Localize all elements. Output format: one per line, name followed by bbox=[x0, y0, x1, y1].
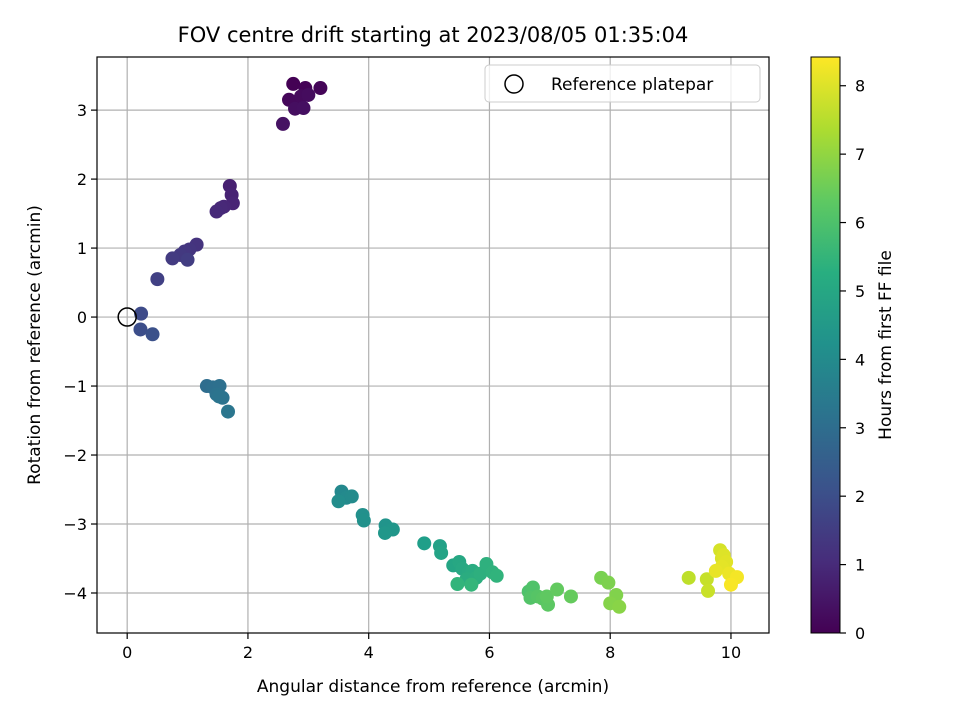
y-tick-label: −2 bbox=[63, 446, 87, 465]
data-point bbox=[145, 327, 160, 342]
legend-marker-icon bbox=[504, 74, 524, 94]
data-point bbox=[165, 251, 180, 266]
data-points bbox=[133, 76, 744, 614]
y-tick-label: −4 bbox=[63, 584, 87, 603]
data-point bbox=[209, 204, 224, 219]
data-point bbox=[701, 583, 716, 598]
data-point bbox=[550, 582, 565, 597]
y-tick-label: 3 bbox=[77, 101, 87, 120]
legend-box bbox=[484, 64, 761, 103]
data-point bbox=[612, 599, 627, 614]
colorbar-gradient bbox=[810, 56, 841, 634]
data-point bbox=[450, 577, 465, 592]
colorbar-tick-label: 3 bbox=[855, 419, 865, 438]
data-point bbox=[699, 572, 714, 587]
y-axis: −4 −3 −2 −1 0 1 2 3 bbox=[63, 101, 97, 603]
y-tick-label: −3 bbox=[63, 515, 87, 534]
data-point bbox=[601, 575, 616, 590]
colorbar-ticks: 0 1 2 3 4 5 6 7 8 bbox=[840, 77, 865, 643]
x-tick-label: 10 bbox=[721, 643, 741, 662]
colorbar-label: Hours from first FF file bbox=[876, 250, 896, 440]
data-point bbox=[133, 322, 148, 337]
y-tick-label: 1 bbox=[77, 239, 87, 258]
plot-area bbox=[97, 57, 769, 633]
data-point bbox=[563, 589, 578, 604]
colorbar-tick-label: 8 bbox=[855, 77, 865, 96]
data-point bbox=[301, 87, 316, 102]
x-tick-label: 4 bbox=[364, 643, 374, 662]
data-point bbox=[344, 489, 359, 504]
data-point bbox=[356, 513, 371, 528]
y-axis-label: Rotation from reference (arcmin) bbox=[25, 205, 45, 485]
data-point bbox=[180, 252, 195, 267]
data-point bbox=[489, 568, 504, 583]
data-point bbox=[723, 577, 738, 592]
colorbar: 0 1 2 3 4 5 6 7 8 Hours from first FF file bbox=[810, 56, 896, 643]
data-point bbox=[378, 525, 392, 540]
data-point bbox=[286, 76, 301, 91]
data-point bbox=[464, 577, 479, 592]
data-point bbox=[134, 306, 149, 321]
data-point bbox=[211, 389, 226, 404]
data-point bbox=[150, 272, 165, 287]
data-point bbox=[275, 116, 290, 131]
grid-lines bbox=[97, 57, 769, 633]
x-tick-label: 8 bbox=[605, 643, 615, 662]
data-point bbox=[434, 545, 449, 560]
x-tick-label: 6 bbox=[484, 643, 494, 662]
colorbar-tick-label: 0 bbox=[855, 624, 865, 643]
data-point bbox=[296, 101, 311, 116]
colorbar-tick-label: 2 bbox=[855, 487, 865, 506]
y-tick-label: 2 bbox=[77, 170, 87, 189]
x-tick-label: 2 bbox=[243, 643, 253, 662]
data-point bbox=[221, 404, 236, 419]
data-point bbox=[331, 494, 346, 509]
x-axis-label: Angular distance from reference (arcmin) bbox=[257, 677, 609, 697]
colorbar-tick-label: 7 bbox=[855, 145, 865, 164]
x-axis: 0 2 4 6 8 10 bbox=[122, 633, 741, 662]
colorbar-tick-label: 6 bbox=[855, 214, 865, 233]
data-point bbox=[539, 589, 554, 604]
data-point bbox=[708, 563, 723, 578]
y-tick-label: −1 bbox=[63, 377, 87, 396]
reference-point bbox=[117, 307, 137, 327]
chart-title: FOV centre drift starting at 2023/08/05 … bbox=[178, 23, 689, 47]
plot-frame bbox=[96, 56, 770, 634]
x-tick-label: 0 bbox=[122, 643, 132, 662]
colorbar-tick-label: 5 bbox=[855, 282, 865, 301]
colorbar-tick-label: 4 bbox=[855, 350, 865, 369]
legend: Reference platepar bbox=[484, 64, 761, 103]
colorbar-tick-label: 1 bbox=[855, 556, 865, 575]
y-tick-label: 0 bbox=[77, 308, 87, 327]
data-point bbox=[417, 536, 432, 551]
data-point bbox=[313, 81, 328, 96]
legend-entry-label: Reference platepar bbox=[551, 75, 713, 95]
data-point bbox=[681, 570, 696, 585]
